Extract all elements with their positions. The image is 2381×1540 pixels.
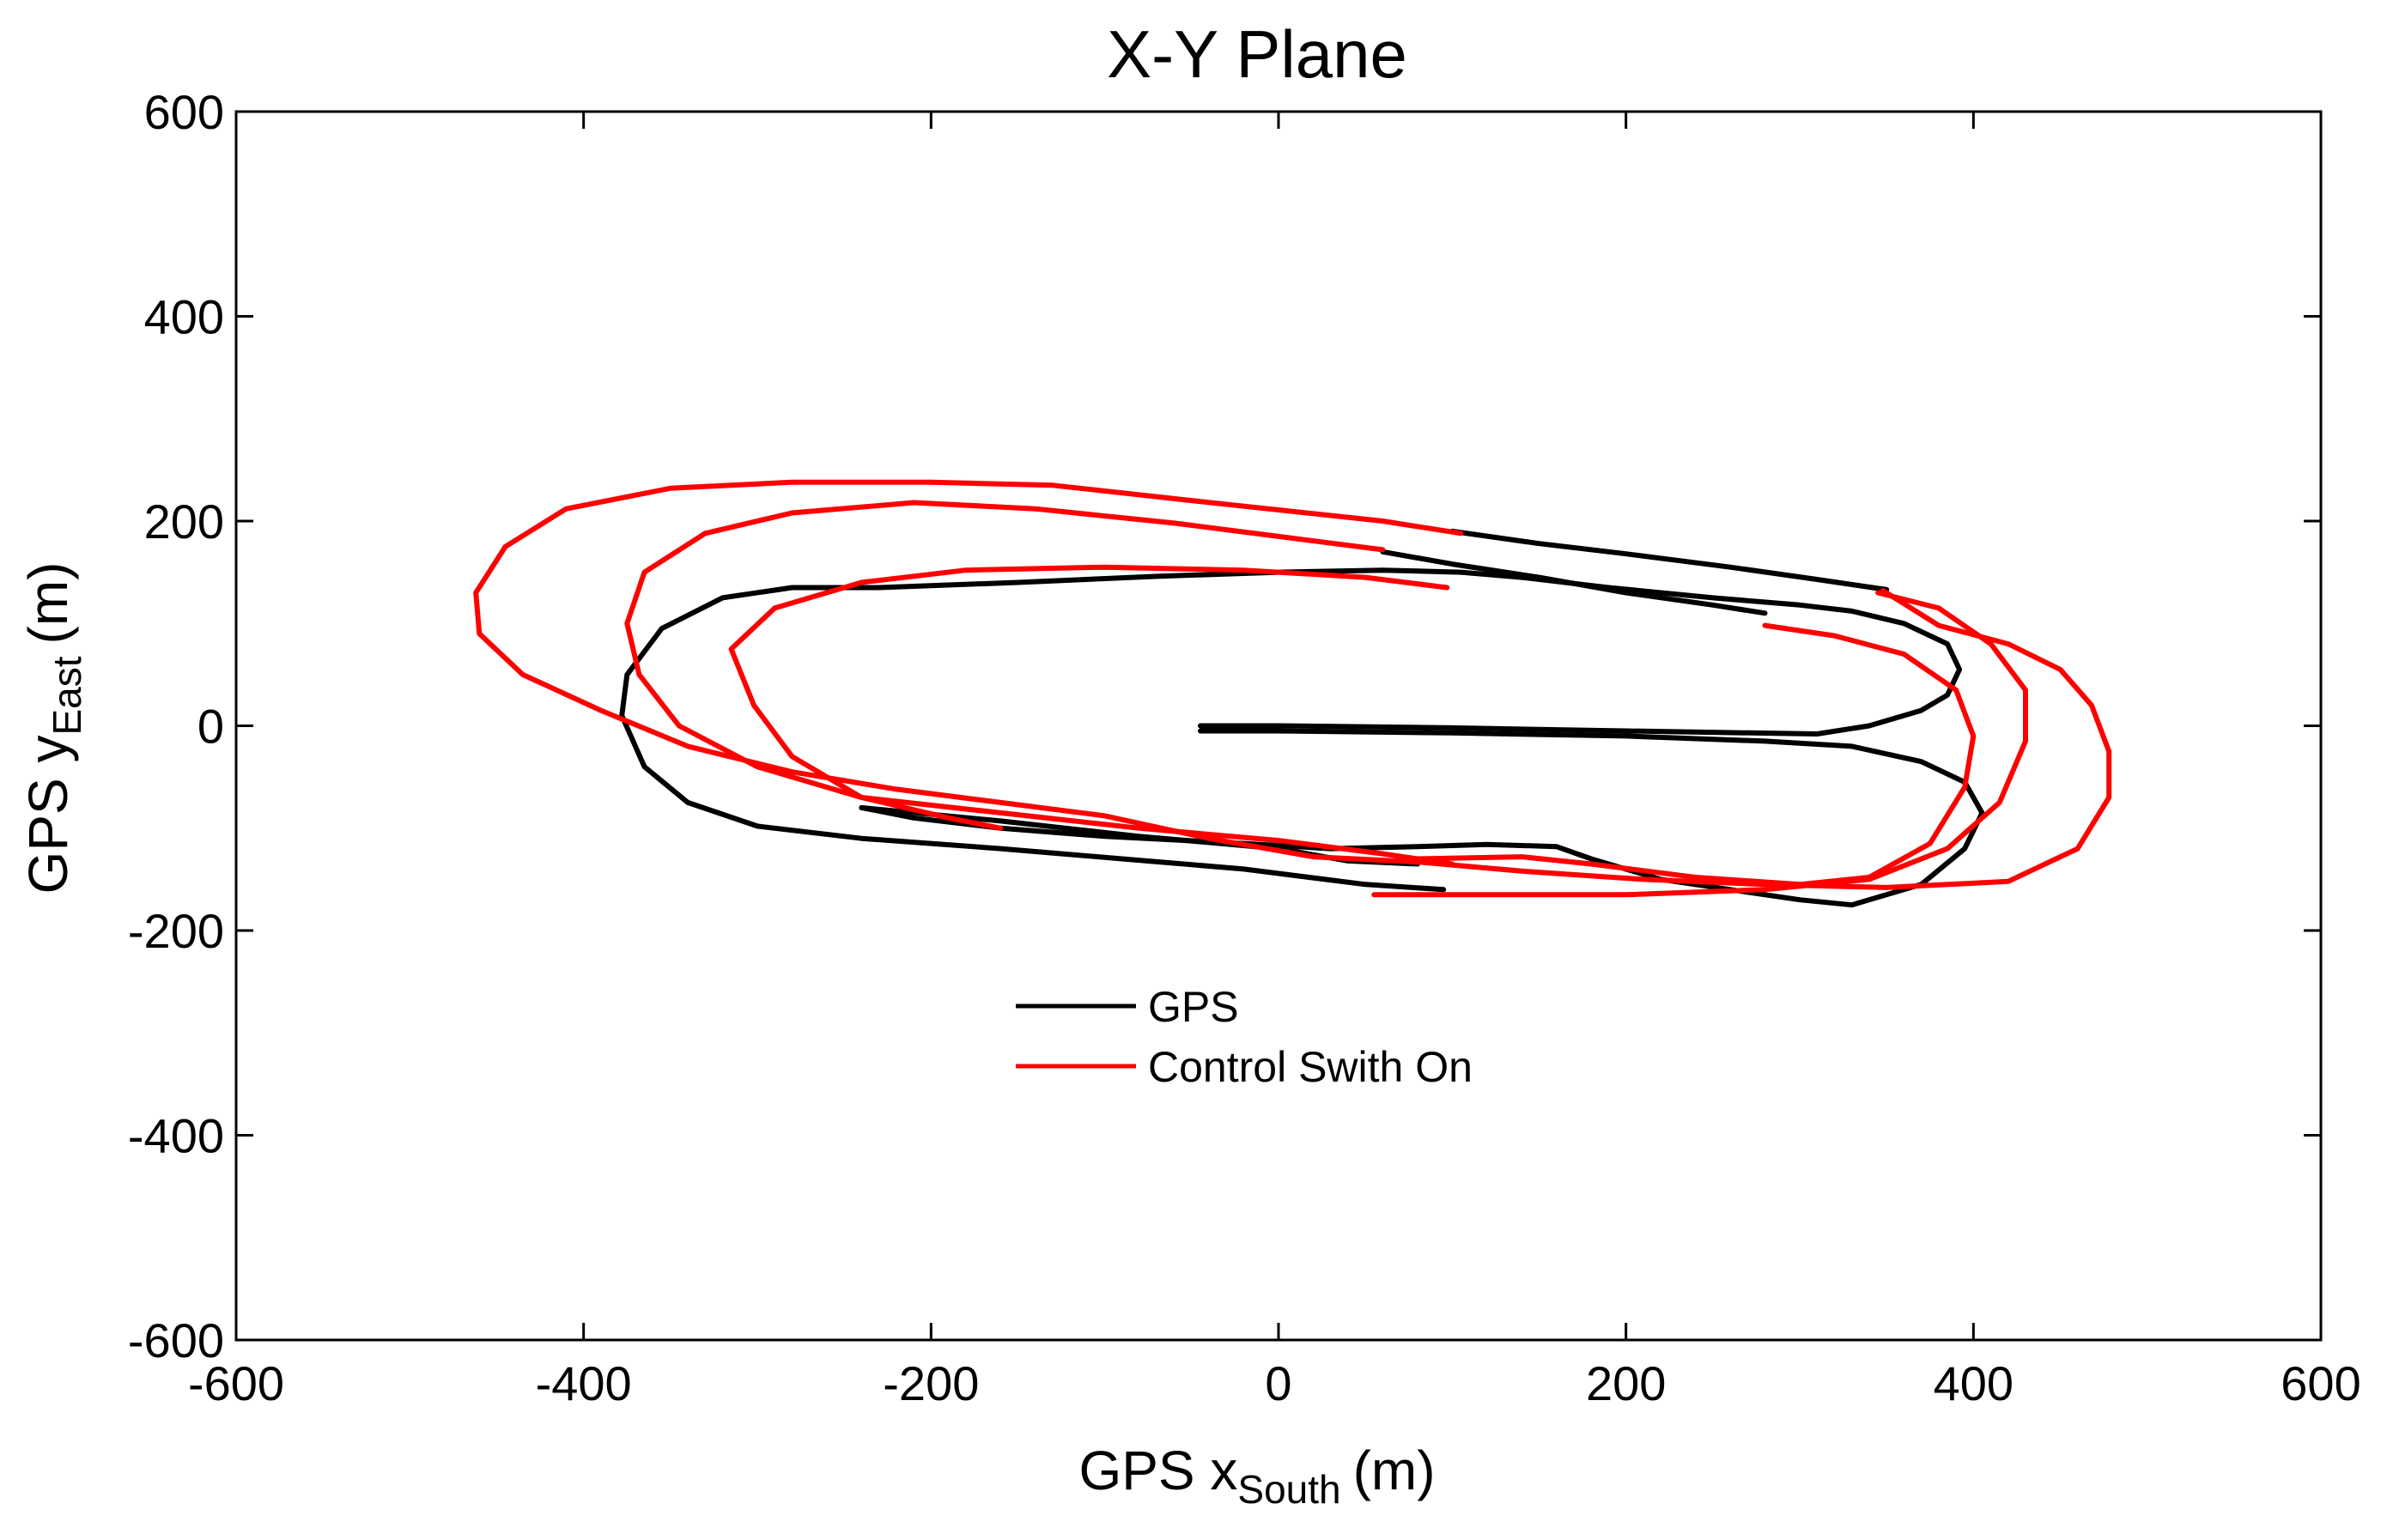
x-tick-label: -600 — [188, 1356, 284, 1410]
y-tick-label: 0 — [197, 700, 224, 754]
legend-label-gps: GPS — [1148, 983, 1239, 1031]
x-axis-label-subscript: South — [1237, 1467, 1340, 1512]
y-axis-label-subscript: East — [45, 656, 89, 735]
x-tick-label: 400 — [1934, 1356, 2014, 1410]
legend: GPS Control Swith On — [1016, 983, 1473, 1091]
x-axis-label-main: GPS x — [1078, 1440, 1237, 1501]
x-tick-label: -200 — [883, 1356, 979, 1410]
tick-labels: -600 -400 -200 0 200 400 600 -600 -400 -200 0 200 40… — [128, 85, 2361, 1410]
y-tick-label: -400 — [128, 1109, 224, 1163]
y-tick-label: 600 — [144, 85, 224, 139]
x-tick-label: 600 — [2281, 1356, 2360, 1410]
x-axis-label: GPS xSouth (m) — [1078, 1440, 1435, 1512]
series-line-segment — [624, 500, 1455, 867]
y-tick-label: -600 — [128, 1313, 224, 1367]
series-line-segment — [619, 567, 1963, 893]
tick-marks — [234, 110, 2323, 1342]
chart-title: X-Y Plane — [1107, 16, 1407, 92]
series-line-segment — [1449, 528, 1890, 592]
y-axis-label-main: GPS y — [17, 736, 79, 894]
x-tick-label: -400 — [536, 1356, 632, 1410]
series-line-segment — [473, 479, 2112, 890]
series-line-segment — [1371, 590, 2028, 898]
series-line-segment — [728, 564, 1450, 831]
series-line-segment — [1380, 549, 1768, 616]
series-lines — [473, 479, 2112, 908]
y-tick-label: 400 — [144, 290, 224, 344]
y-tick-label: -200 — [128, 904, 224, 958]
x-tick-label: 0 — [1265, 1356, 1291, 1410]
y-tick-label: 200 — [144, 494, 224, 549]
y-axis-label-unit: (m) — [17, 562, 79, 645]
series-control-switch-on — [473, 479, 2112, 898]
x-tick-label: 200 — [1586, 1356, 1666, 1410]
y-axis-label: GPS yEast (m) — [17, 562, 89, 894]
x-axis-label-unit: (m) — [1353, 1440, 1436, 1501]
series-line-segment — [1414, 622, 1977, 888]
legend-label-control: Control Swith On — [1148, 1043, 1473, 1091]
series-gps — [619, 528, 1985, 908]
